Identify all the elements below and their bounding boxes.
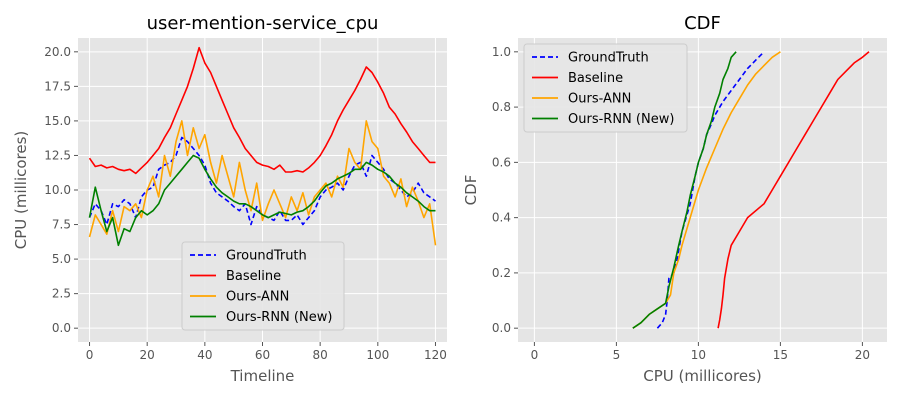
timeline-x-axis-label: Timeline [230,367,295,385]
cdf-x-axis-label: CPU (millicores) [643,367,762,385]
timeline-x-tick-label: 40 [197,348,212,362]
cdf-legend-label-groundtruth: GroundTruth [568,51,649,66]
timeline-legend-label-baseline: Baseline [226,269,281,284]
cdf-series-line-ours-rnn-new [632,51,737,329]
timeline-x-tick-label: 20 [140,348,155,362]
timeline-ticks: 0 20 40 60 80 100 120 0.0 2.5 5.0 7.5 10.0 12.5 15.0 1… [44,45,447,362]
timeline-y-tick-label: 12.5 [44,148,71,162]
timeline-x-tick-label: 0 [86,348,94,362]
cdf-chart: 0 5 10 15 20 0.0 0.2 0.4 0.6 0.8 1.0 CDF CPU (mill… [462,13,887,385]
timeline-x-tick-label: 80 [313,348,328,362]
cdf-x-tick-label: 10 [691,348,706,362]
cdf-chart-title: CDF [684,13,721,34]
cdf-y-axis-label: CDF [462,175,480,206]
timeline-chart-title: user-mention-service_cpu [147,13,379,34]
timeline-y-tick-label: 10.0 [44,183,71,197]
timeline-series-line-ours-ann [88,120,437,246]
cdf-y-tick-label: 0.2 [492,266,511,280]
timeline-y-tick-label: 7.5 [52,218,71,232]
cdf-x-tick-label: 0 [531,348,539,362]
cdf-legend-label-ours-rnn-new: Ours-RNN (New) [568,112,674,127]
cdf-legend-label-baseline: Baseline [568,71,623,86]
timeline-x-tick-label: 60 [255,348,270,362]
timeline-legend-label-groundtruth: GroundTruth [226,249,307,264]
timeline-y-axis-label: CPU (millicores) [12,131,30,250]
timeline-series-line-ours-rnn-new [88,154,436,247]
cdf-y-tick-label: 1.0 [492,45,511,59]
timeline-x-tick-label: 100 [366,348,389,362]
timeline-y-tick-label: 15.0 [44,114,71,128]
cdf-ticks: 0 5 10 15 20 0.0 0.2 0.4 0.6 0.8 1.0 [492,45,870,362]
cdf-legend-label-ours-ann: Ours-ANN [568,92,631,107]
cdf-y-tick-label: 0.4 [492,211,511,225]
timeline-y-tick-label: 17.5 [44,79,71,93]
cdf-x-tick-label: 15 [773,348,788,362]
timeline-series-line-baseline [88,46,436,175]
timeline-chart: 0 20 40 60 80 100 120 0.0 2.5 5.0 7.5 10.0 12.5 15.0 1… [12,13,447,385]
timeline-y-tick-label: 5.0 [52,252,71,266]
cdf-legend-box [523,43,688,133]
timeline-legend-label-ours-rnn-new: Ours-RNN (New) [226,310,332,325]
cdf-y-tick-label: 0.0 [492,321,511,335]
timeline-series [88,46,437,247]
cdf-y-tick-label: 0.6 [492,155,511,169]
timeline-legend: GroundTruth Baseline Ours-ANN Ours-RNN (New… [181,241,345,331]
timeline-legend-box [181,241,345,331]
timeline-y-tick-label: 20.0 [44,45,71,59]
timeline-y-tick-label: 0.0 [52,321,71,335]
timeline-x-tick-label: 120 [424,348,447,362]
cdf-y-tick-label: 0.8 [492,100,511,114]
timeline-y-tick-label: 2.5 [52,287,71,301]
cdf-legend: GroundTruth Baseline Ours-ANN Ours-RNN (New… [523,43,688,133]
timeline-legend-label-ours-ann: Ours-ANN [226,290,289,305]
cdf-series-line-baseline [717,51,870,329]
cdf-series [632,51,870,329]
cdf-x-tick-label: 5 [613,348,621,362]
cdf-x-tick-label: 20 [855,348,870,362]
